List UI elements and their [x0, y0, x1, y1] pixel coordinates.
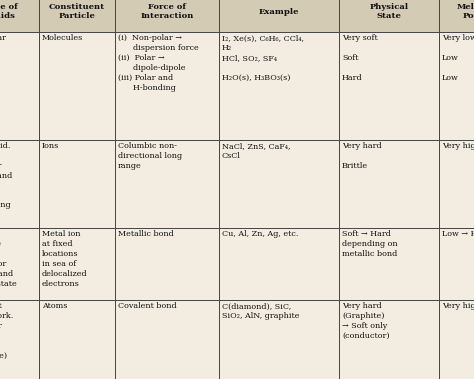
Bar: [339, 227, 439, 299]
Text: Very high: Very high: [442, 302, 474, 310]
Bar: [0, 0, 39, 31]
Text: Type of
Solids: Type of Solids: [0, 3, 18, 20]
Text: Very low

Low

Low: Very low Low Low: [442, 34, 474, 82]
Bar: [219, 227, 339, 299]
Text: Ionic solid.
solid →
insulator
Molten and
aqueous
→
conducting: Ionic solid. solid → insulator Molten an…: [0, 143, 12, 209]
Text: (i)  Non-polar →
      dispersion force
(ii)  Polar →
      dipole-dipole
(iii) : (i) Non-polar → dispersion force (ii) Po…: [118, 34, 199, 91]
Bar: [439, 299, 474, 379]
Text: Molecular
solid: Molecular solid: [0, 34, 7, 52]
Bar: [219, 299, 339, 379]
Bar: [39, 0, 115, 31]
Bar: [0, 0, 39, 31]
Bar: [219, 0, 339, 31]
Bar: [439, 0, 474, 31]
Bar: [439, 227, 474, 299]
Bar: [0, 139, 39, 227]
Bar: [39, 227, 115, 299]
Bar: [219, 139, 339, 227]
Bar: [219, 227, 339, 299]
Text: Very high: Very high: [442, 143, 474, 150]
Text: Ions: Ions: [42, 143, 59, 150]
Bar: [115, 299, 219, 379]
Bar: [0, 227, 39, 299]
Bar: [219, 31, 339, 139]
Bar: [439, 299, 474, 379]
Bar: [39, 139, 115, 227]
Bar: [115, 227, 219, 299]
Text: Covalent bond: Covalent bond: [118, 302, 177, 310]
Text: Melting
Point: Melting Point: [456, 3, 474, 20]
Bar: [0, 31, 39, 139]
Text: Force of
Interaction: Force of Interaction: [140, 3, 194, 20]
Bar: [339, 299, 439, 379]
Bar: [439, 139, 474, 227]
Bar: [115, 227, 219, 299]
Text: NaCl, ZnS, CaF₄,
CsCl: NaCl, ZnS, CaF₄, CsCl: [222, 143, 291, 160]
Bar: [219, 299, 339, 379]
Bar: [219, 139, 339, 227]
Bar: [115, 31, 219, 139]
Bar: [339, 139, 439, 227]
Text: Physical
State: Physical State: [369, 3, 409, 20]
Bar: [39, 139, 115, 227]
Text: I₂, Xe(s), C₆H₆, CCl₄,
H₂
HCl, SO₂, SF₄

H₂O(s), H₃BO₃(s): I₂, Xe(s), C₆H₆, CCl₄, H₂ HCl, SO₂, SF₄ …: [222, 34, 304, 82]
Bar: [115, 31, 219, 139]
Bar: [339, 0, 439, 31]
Bar: [339, 299, 439, 379]
Bar: [0, 139, 39, 227]
Bar: [0, 31, 39, 139]
Bar: [115, 0, 219, 31]
Bar: [339, 31, 439, 139]
Text: C(diamond), SiC,
SiO₂, AlN, graphite: C(diamond), SiC, SiO₂, AlN, graphite: [222, 302, 300, 320]
Text: Metallic bond: Metallic bond: [118, 230, 174, 238]
Bar: [39, 227, 115, 299]
Text: Very hard
(Graphite)
→ Soft only
(conductor): Very hard (Graphite) → Soft only (conduc…: [342, 302, 390, 340]
Bar: [115, 139, 219, 227]
Text: Metal ion
at fixed
locations
in sea of
delocalized
electrons: Metal ion at fixed locations in sea of d…: [42, 230, 88, 288]
Text: Example: Example: [259, 8, 299, 16]
Bar: [219, 0, 339, 31]
Bar: [0, 299, 39, 379]
Text: Cu, Al, Zn, Ag, etc.: Cu, Al, Zn, Ag, etc.: [222, 230, 298, 238]
Bar: [439, 227, 474, 299]
Text: Very soft

Soft

Hard: Very soft Soft Hard: [342, 34, 378, 82]
Bar: [115, 139, 219, 227]
Bar: [0, 227, 39, 299]
Bar: [115, 0, 219, 31]
Bar: [439, 31, 474, 139]
Bar: [39, 299, 115, 379]
Text: Molecules: Molecules: [42, 34, 83, 42]
Bar: [219, 31, 339, 139]
Bar: [0, 299, 39, 379]
Bar: [339, 139, 439, 227]
Text: Columbic non-
directional long
range: Columbic non- directional long range: [118, 143, 182, 170]
Bar: [439, 139, 474, 227]
Text: Low → High: Low → High: [442, 230, 474, 238]
Text: Soft → Hard
depending on
metallic bond: Soft → Hard depending on metallic bond: [342, 230, 398, 258]
Bar: [39, 31, 115, 139]
Text: Covalent
or network.
Insulator
except
carbon
(graphite): Covalent or network. Insulator except ca…: [0, 302, 13, 360]
Bar: [115, 299, 219, 379]
Bar: [339, 31, 439, 139]
Bar: [439, 31, 474, 139]
Bar: [39, 299, 115, 379]
Text: Atoms: Atoms: [42, 302, 67, 310]
Bar: [339, 0, 439, 31]
Bar: [339, 227, 439, 299]
Bar: [39, 31, 115, 139]
Bar: [439, 0, 474, 31]
Text: Constituent
Particle: Constituent Particle: [49, 3, 105, 20]
Bar: [39, 0, 115, 31]
Text: Metallic
solid are
good
conductor
in solid and
molten state: Metallic solid are good conductor in sol…: [0, 230, 17, 288]
Text: Very hard

Brittle: Very hard Brittle: [342, 143, 382, 170]
